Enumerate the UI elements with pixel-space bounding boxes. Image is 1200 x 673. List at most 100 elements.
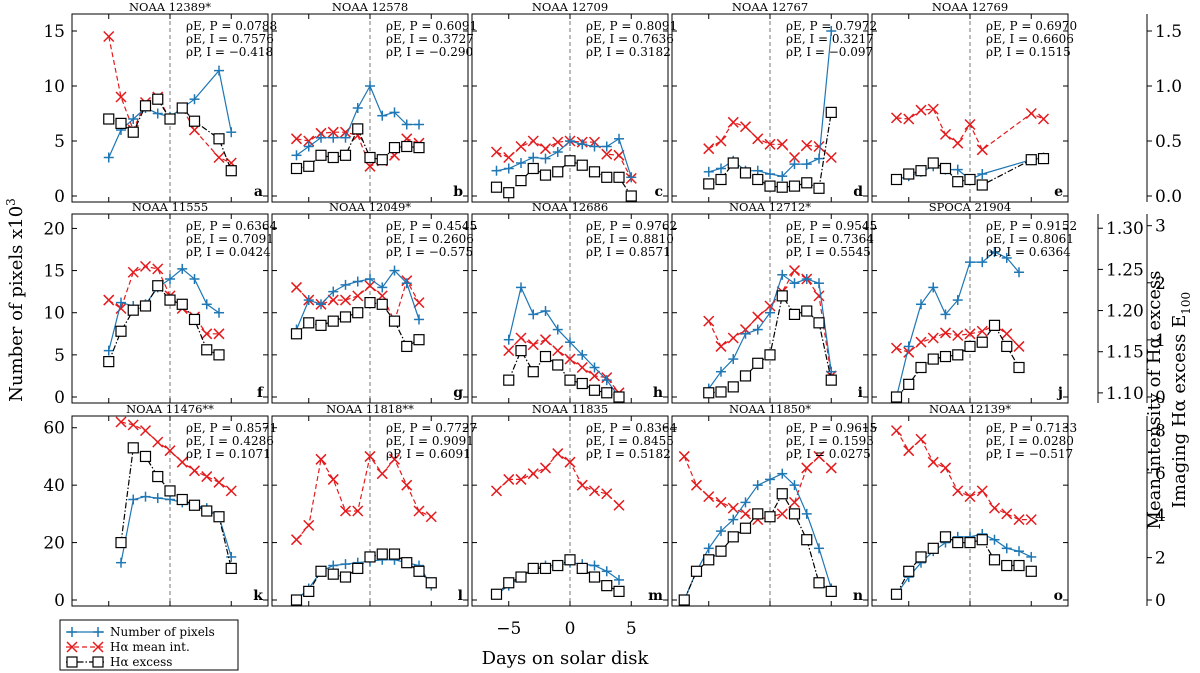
series-mean-point xyxy=(339,505,352,517)
right-tick-label: 1.5 xyxy=(1155,22,1182,42)
series-excess-point xyxy=(1025,565,1037,577)
y-axis-label-left-text: Number of pixels x10 xyxy=(6,206,27,402)
series-mean-point xyxy=(964,491,976,503)
series-excess-point xyxy=(703,554,715,566)
correlation-label: ρP, I = 0.5545 xyxy=(786,245,871,259)
correlation-label: ρE, P = 0.9762 xyxy=(586,219,677,233)
right-tick-label: 0.5 xyxy=(1155,132,1182,152)
series-mean-point xyxy=(976,144,988,156)
series-excess-point xyxy=(739,167,752,179)
series-mean-line xyxy=(296,455,432,541)
series-mean-point xyxy=(703,315,715,327)
panel-letter: n xyxy=(853,588,863,604)
right-tick-label-2: 0 xyxy=(1155,388,1166,408)
series-excess-point xyxy=(890,173,903,186)
series-excess-point xyxy=(776,290,788,302)
series-excess-point xyxy=(303,317,315,329)
series-mean-point xyxy=(976,485,988,497)
series-excess-point xyxy=(739,522,752,534)
series-excess-point xyxy=(576,562,588,575)
series-mean-point xyxy=(327,473,339,485)
series-mean-point xyxy=(564,456,576,468)
series-excess-point xyxy=(601,171,613,183)
series-mean-point xyxy=(413,505,425,517)
series-mean-point xyxy=(127,266,139,278)
series-mean-point xyxy=(176,456,188,468)
series-pixels-line xyxy=(508,285,620,398)
series-excess-point xyxy=(413,565,425,577)
series-mean-point xyxy=(103,294,115,306)
panel-title: NOAA 12769 xyxy=(932,0,1008,14)
series-excess-point xyxy=(152,280,164,292)
series-excess-point xyxy=(576,159,588,171)
series-excess-point xyxy=(588,571,601,583)
correlation-label: ρE, P = 0.6970 xyxy=(986,19,1077,33)
panel-letter: d xyxy=(853,184,863,200)
series-excess-point xyxy=(115,325,127,337)
right-tick-label: 1.15 xyxy=(1106,343,1144,363)
series-excess-point xyxy=(588,166,601,178)
series-excess-point xyxy=(976,179,988,191)
series-excess-point xyxy=(576,377,588,390)
series-excess-point xyxy=(388,142,401,154)
legend-label-pixels: Number of pixels xyxy=(110,625,215,639)
series-excess-point xyxy=(927,542,939,554)
series-mean-point xyxy=(903,445,915,457)
series-excess-point xyxy=(213,511,225,523)
series-excess-point xyxy=(825,374,837,386)
series-mean-point xyxy=(327,294,339,306)
series-mean-point xyxy=(1013,514,1025,526)
series-mean-point xyxy=(788,151,801,164)
series-excess-point xyxy=(776,181,788,193)
correlation-label: ρE, P = 0.8571 xyxy=(186,421,277,435)
series-excess-point xyxy=(176,493,188,506)
panel-title: NOAA 12767 xyxy=(732,0,808,14)
series-excess-point xyxy=(915,361,927,374)
series-excess-point xyxy=(339,311,352,323)
series-mean-line xyxy=(108,265,219,335)
series-excess-point xyxy=(1001,340,1013,353)
correlation-label: ρE, P = 0.8091 xyxy=(586,19,677,33)
series-excess-point xyxy=(601,387,613,399)
series-excess-point xyxy=(327,151,339,164)
series-excess-point xyxy=(103,356,115,368)
series-mean-point xyxy=(715,496,727,508)
series-mean-point xyxy=(752,133,764,145)
series-excess-point xyxy=(539,169,552,181)
series-mean-point xyxy=(503,151,515,164)
series-excess-point xyxy=(825,106,837,119)
series-excess-point xyxy=(188,499,201,511)
panel-letter: o xyxy=(1054,588,1063,604)
series-excess-point xyxy=(388,548,401,560)
panel-title: NOAA 11476** xyxy=(126,402,214,416)
y-tick-label: 40 xyxy=(43,476,65,496)
series-excess-point xyxy=(139,450,152,463)
legend-marker-mean xyxy=(92,641,104,653)
series-mean-point xyxy=(364,280,376,292)
series-excess-point xyxy=(201,344,213,356)
series-mean-point xyxy=(613,499,625,511)
y-axis-label-left: Number of pixels x103 xyxy=(4,198,27,402)
series-excess-point xyxy=(552,166,564,178)
correlation-label: ρE, P = 0.6091 xyxy=(386,19,477,33)
series-excess-point xyxy=(503,187,515,199)
x-tick-label: 0 xyxy=(565,619,576,639)
series-mean-point xyxy=(515,332,527,344)
right-axes: 1.51.00.50.01.301.251.201.151.1032108642… xyxy=(1097,14,1182,611)
series-mean-point xyxy=(201,328,213,340)
panel-title: NOAA 12049* xyxy=(329,200,411,214)
series-excess-point xyxy=(788,308,801,320)
series-excess-point xyxy=(339,571,352,583)
series-mean-point xyxy=(739,121,752,133)
series-mean-point xyxy=(703,143,715,155)
panel-title: SPOCA 21904 xyxy=(929,200,1011,214)
panel-title: NOAA 12578 xyxy=(332,0,408,14)
correlation-label: ρP, I = −0.517 xyxy=(986,447,1073,461)
series-excess-point xyxy=(788,180,801,192)
series-mean-point xyxy=(388,453,401,465)
legend-label-excess: Hα excess xyxy=(110,655,172,669)
series-excess-point xyxy=(564,155,576,167)
